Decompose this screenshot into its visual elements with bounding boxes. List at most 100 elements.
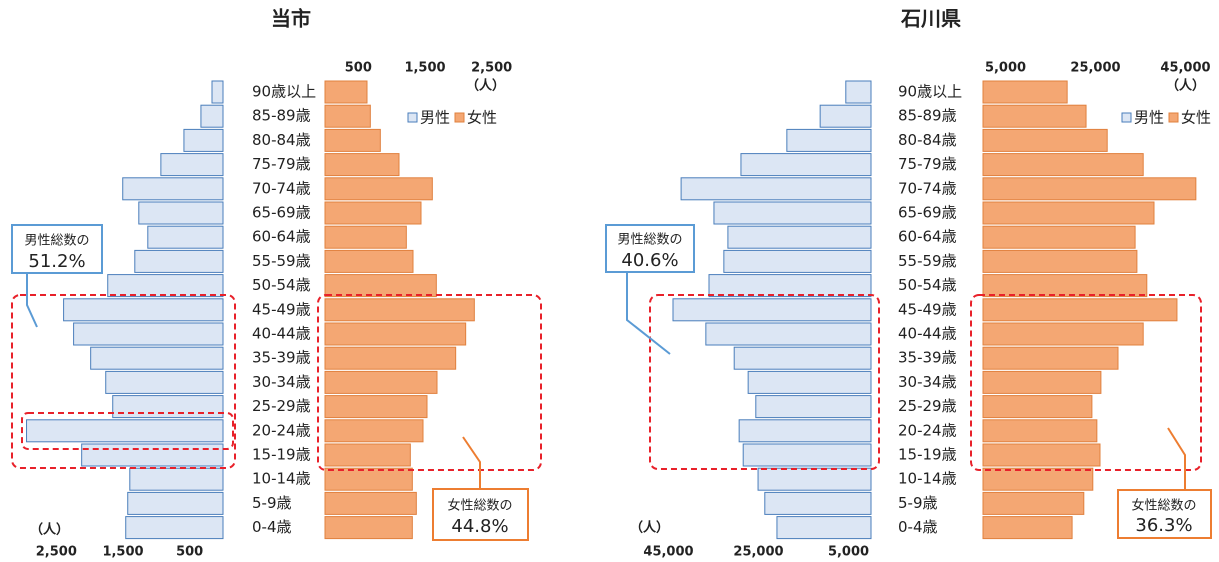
bar (324, 516, 413, 540)
x-tick-label: 45,000 (643, 545, 693, 560)
category-label: 55-59歳 (898, 252, 957, 270)
legend-swatch (454, 112, 465, 123)
bar (324, 298, 475, 322)
category-label: 20-24歳 (898, 421, 957, 439)
bar (200, 104, 224, 128)
x-tick-label: 1,500 (102, 545, 143, 560)
category-label: 15-19歳 (252, 446, 311, 464)
category-label: 80-84歳 (898, 131, 957, 149)
bar (757, 467, 872, 491)
category-label: 50-54歳 (898, 276, 957, 294)
bar (138, 201, 224, 225)
bar (982, 346, 1119, 370)
bar (982, 225, 1136, 249)
bar (982, 274, 1148, 298)
x-tick-label: 45,000 (1160, 61, 1210, 76)
callout-line (626, 272, 671, 355)
bar (324, 177, 433, 201)
callout-caption: 男性総数の (24, 234, 89, 249)
legend-swatch (407, 112, 418, 123)
bar (105, 370, 224, 394)
category-label: 45-49歳 (252, 300, 311, 318)
category-label: 15-19歳 (898, 446, 957, 464)
x-tick-label: 5,000 (828, 545, 869, 560)
chart-title: 石川県 (900, 7, 961, 31)
bar (122, 177, 224, 201)
category-label: 30-34歳 (252, 373, 311, 391)
unit-label: （人） (630, 520, 669, 536)
category-label: 60-64歳 (898, 228, 957, 246)
bar (982, 153, 1144, 177)
bars (26, 80, 1197, 540)
legend-swatch (1121, 112, 1132, 123)
callout-caption: 女性総数の (1131, 498, 1196, 514)
bar (324, 467, 413, 491)
callout-line (462, 436, 481, 489)
callout-line (26, 273, 38, 328)
callout-value: 36.3% (1135, 515, 1192, 536)
unit-label: （人） (466, 78, 505, 94)
bar (107, 274, 224, 298)
bar (740, 153, 872, 177)
callout-caption: 男性総数の (617, 233, 682, 248)
bar (134, 249, 224, 273)
bar (125, 516, 224, 540)
bar (708, 274, 872, 298)
bar (324, 249, 414, 273)
bar (73, 322, 224, 346)
highlight (970, 294, 1202, 471)
legend-swatch (1168, 112, 1179, 123)
bar (324, 322, 467, 346)
category-label: 5-9歳 (898, 494, 938, 512)
bar (982, 467, 1094, 491)
category-label: 70-74歳 (898, 179, 957, 197)
bar (324, 395, 428, 419)
category-label: 10-14歳 (252, 470, 311, 488)
category-label: 45-49歳 (898, 300, 957, 318)
callout-box (432, 488, 529, 541)
bar (982, 419, 1098, 443)
bar (324, 274, 437, 298)
category-label: 55-59歳 (252, 252, 311, 270)
bar (324, 443, 411, 467)
category-label: 90歳以上 (898, 83, 962, 101)
category-label: 75-79歳 (898, 155, 957, 173)
highlight (317, 294, 542, 471)
bar (982, 395, 1093, 419)
bar (129, 467, 224, 491)
callout-caption: 女性総数の (447, 498, 512, 514)
bar (982, 177, 1197, 201)
bar (727, 225, 872, 249)
category-label: 25-29歳 (898, 397, 957, 415)
bar (705, 322, 872, 346)
unit-label: （人） (1166, 78, 1205, 94)
bar (982, 491, 1085, 515)
category-label: 20-24歳 (252, 421, 311, 439)
x-tick-label: 25,000 (733, 545, 783, 560)
x-tick-label: 2,500 (471, 61, 512, 76)
category-label: 65-69歳 (252, 204, 311, 222)
bar (324, 128, 381, 152)
bar (819, 104, 872, 128)
bar (738, 419, 872, 443)
bar (747, 370, 872, 394)
bar (324, 419, 424, 443)
callout-value: 51.2% (28, 251, 85, 272)
category-label: 80-84歳 (252, 131, 311, 149)
bar (63, 298, 224, 322)
bar (324, 491, 417, 515)
bar (324, 201, 422, 225)
bar (776, 516, 872, 540)
callout-line (1167, 427, 1186, 490)
x-tick-label: 500 (176, 545, 203, 560)
category-label: 30-34歳 (898, 373, 957, 391)
bar (672, 298, 872, 322)
bar (845, 80, 872, 104)
bar (183, 128, 224, 152)
highlight (11, 294, 236, 469)
bar (982, 298, 1178, 322)
category-label: 40-44歳 (252, 325, 311, 343)
chart-title: 当市 (271, 7, 311, 31)
bar (211, 80, 224, 104)
